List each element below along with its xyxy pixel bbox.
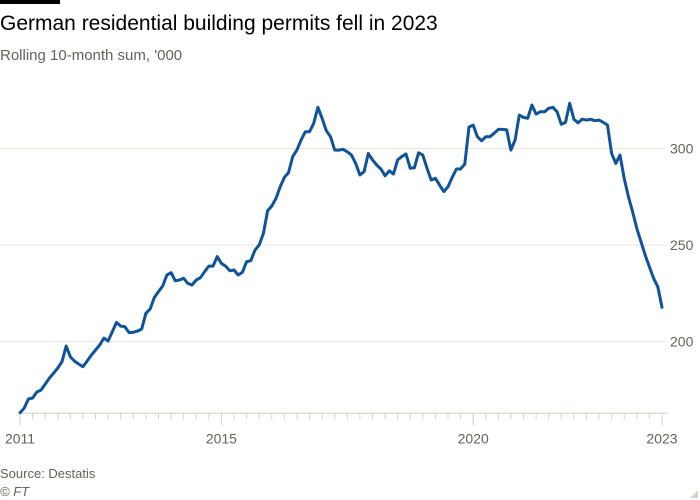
y-axis: 200 250 300: [670, 140, 694, 349]
gridlines: [0, 147, 665, 343]
y-tick-label: 200: [670, 334, 694, 350]
y-tick-label: 300: [670, 140, 694, 156]
source-note: Source: Destatis: [0, 466, 96, 481]
x-tick-label: 2011: [5, 430, 35, 446]
resize-corner-icon: [690, 490, 698, 498]
x-tick-label: 2015: [206, 430, 237, 446]
copyright-note: © FT: [0, 484, 30, 499]
x-axis: 2011 2015 2020 2023: [5, 412, 678, 446]
chart-title: German residential building permits fell…: [0, 12, 438, 35]
chart-subtitle: Rolling 10-month sum, '000: [0, 47, 183, 64]
series-line: [18, 101, 664, 415]
brand-bar: [0, 0, 60, 4]
x-tick-label: 2023: [646, 430, 677, 446]
y-tick-label: 250: [670, 237, 694, 253]
x-tick-label: 2020: [458, 430, 489, 446]
